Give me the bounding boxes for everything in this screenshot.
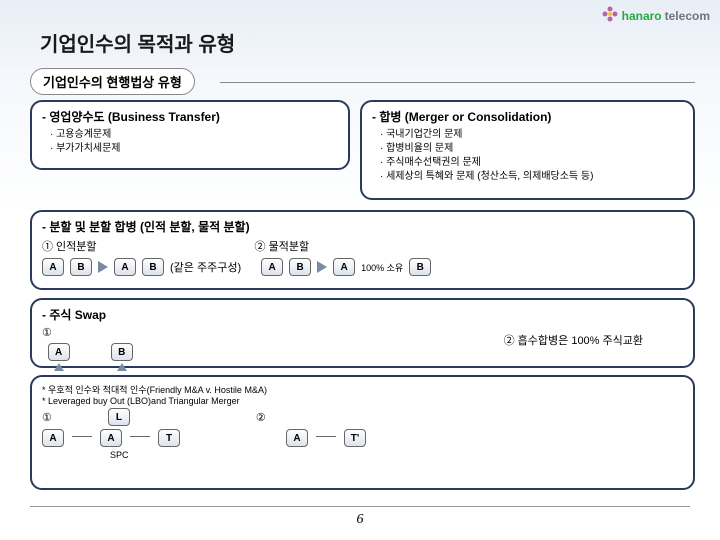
sec3-right-label: ② 물적분할: [255, 238, 310, 254]
sec5-spc: SPC: [110, 450, 129, 460]
sec3-same: (같은 주주구성): [170, 259, 241, 275]
sec3-head: - 분할 및 분할 합병 (인적 분할, 물적 분할): [42, 218, 683, 235]
arrow-icon: [98, 261, 108, 273]
logo-text-2: telecom: [665, 9, 710, 23]
sec2-b2: · 합병비율의 문제: [380, 142, 683, 156]
box-l: L: [108, 408, 130, 426]
box-t2: T': [344, 429, 366, 447]
box-b: B: [409, 258, 431, 276]
sec1-b1: · 고용승계문제: [50, 128, 338, 142]
box-a: A: [42, 258, 64, 276]
arrow-up-icon: [54, 363, 64, 371]
sec2-head: - 합병 (Merger or Consolidation): [372, 108, 683, 125]
sec2-b1: · 국내기업간의 문제: [380, 128, 683, 142]
sec4-right: ② 흡수합병은 100% 주식교환: [504, 332, 643, 348]
section-swap: - 주식 Swap ① A 기존주주 B 기존주주 ② 흡수합병은 100% 주…: [30, 298, 695, 368]
box-b: B: [289, 258, 311, 276]
section-split: - 분할 및 분할 합병 (인적 분할, 물적 분할) ① 인적분할 ② 물적분…: [30, 210, 695, 290]
connector-line: [316, 436, 336, 437]
sec4-n1: ①: [42, 326, 138, 339]
box-b: B: [70, 258, 92, 276]
flower-icon: [601, 5, 619, 26]
box-a: A: [261, 258, 283, 276]
sec5-n1: ①: [42, 411, 52, 424]
sec1-head: - 영업양수도 (Business Transfer): [42, 108, 338, 125]
box-a: A: [100, 429, 122, 447]
section-merger: - 합병 (Merger or Consolidation) · 국내기업간의 …: [360, 100, 695, 200]
connector-line: [72, 436, 92, 437]
sec1-b2: · 부가가치세문제: [50, 142, 338, 156]
subtitle-divider: [220, 82, 695, 83]
logo-text-1: hanaro: [622, 9, 662, 23]
box-a: A: [42, 429, 64, 447]
sec2-b4: · 세제상의 특혜와 문제 (청산소득, 의제배당소득 등): [380, 170, 683, 184]
subtitle: 기업인수의 현행법상 유형: [30, 68, 195, 95]
page-title: 기업인수의 목적과 유형: [40, 28, 235, 57]
arrow-up-icon: [117, 363, 127, 371]
sec2-b3: · 주식매수선택권의 문제: [380, 156, 683, 170]
sec4-head: - 주식 Swap: [42, 306, 683, 323]
subtitle-text: 기업인수의 현행법상 유형: [30, 68, 195, 95]
sec5-note1: * 우호적 인수와 적대적 인수(Friendly M&A v. Hostile…: [42, 383, 683, 396]
section-business-transfer: - 영업양수도 (Business Transfer) · 고용승계문제 · 부…: [30, 100, 350, 170]
page-number: 6: [357, 512, 364, 528]
box-b: B: [111, 343, 133, 361]
footer-divider: [30, 506, 690, 507]
connector-line: [130, 436, 150, 437]
box-a: A: [114, 258, 136, 276]
box-t: T: [158, 429, 180, 447]
box-a: A: [286, 429, 308, 447]
section-notes: * 우호적 인수와 적대적 인수(Friendly M&A v. Hostile…: [30, 375, 695, 490]
sec5-note2: * Leveraged buy Out (LBO)and Triangular …: [42, 396, 683, 406]
arrow-icon: [317, 261, 327, 273]
sec5-n2: ②: [256, 411, 266, 424]
box-a: A: [333, 258, 355, 276]
box-a: A: [48, 343, 70, 361]
sec3-own: 100% 소유: [361, 261, 403, 274]
sec3-left-label: ① 인적분할: [42, 238, 97, 254]
brand-logo: hanaro telecom: [601, 5, 710, 26]
box-b: B: [142, 258, 164, 276]
